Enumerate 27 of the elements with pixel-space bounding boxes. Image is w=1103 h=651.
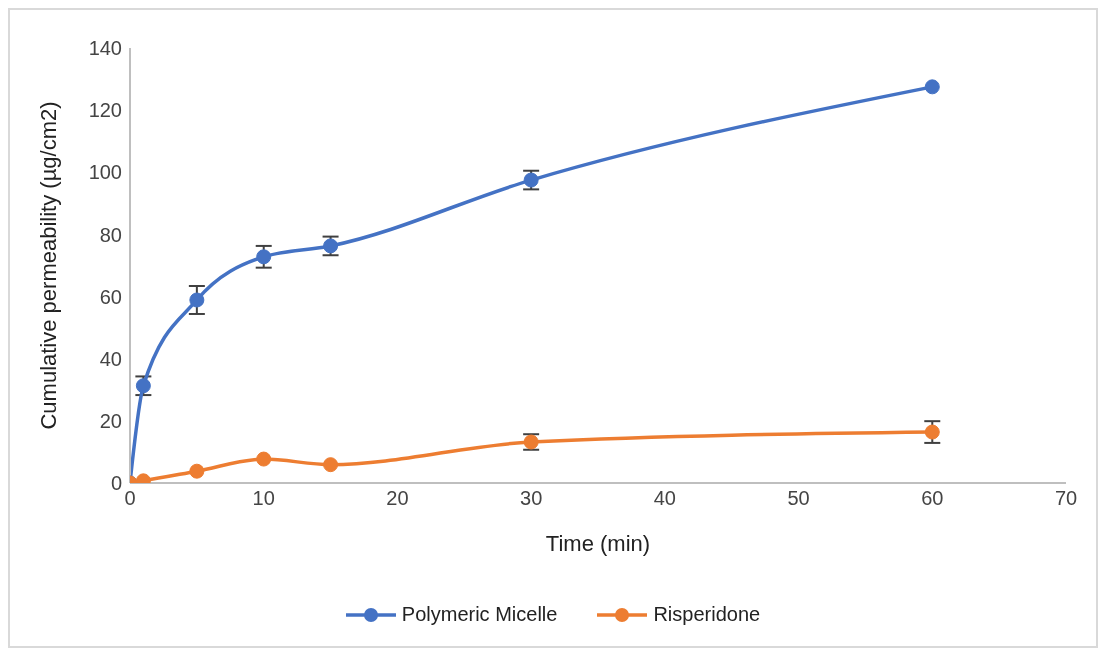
point: [189, 292, 205, 308]
x-tick-label: 30: [520, 487, 543, 510]
legend-label: Polymeric Micelle: [401, 603, 558, 626]
x-tick-label: 40: [653, 487, 676, 510]
point: [924, 79, 940, 95]
point: [924, 424, 940, 440]
y-tick-label: 80: [99, 223, 122, 246]
x-tick-label: 10: [252, 487, 275, 510]
point: [256, 451, 272, 467]
y-tick-label: 120: [88, 99, 122, 122]
y-tick-label: 60: [99, 285, 122, 308]
y-tick-label: 40: [99, 347, 122, 370]
x-tick-label: 60: [921, 487, 944, 510]
x-axis-title: Time (min): [545, 531, 651, 556]
x-tick-label: 0: [124, 487, 136, 510]
y-tick-label: 20: [99, 409, 122, 432]
y-tick-label: 140: [88, 37, 122, 60]
point: [323, 457, 339, 473]
y-tick-label: 0: [110, 472, 122, 495]
x-tick-label: 20: [386, 487, 409, 510]
y-axis-title: Cumulative permeability (µg/cm2): [35, 101, 61, 430]
legend-label: Risperidone: [653, 603, 761, 626]
x-tick-label: 50: [787, 487, 810, 510]
x-tick-label: 70: [1054, 487, 1078, 510]
y-tick-label: 100: [88, 161, 122, 184]
point: [189, 463, 205, 479]
point: [256, 249, 272, 265]
